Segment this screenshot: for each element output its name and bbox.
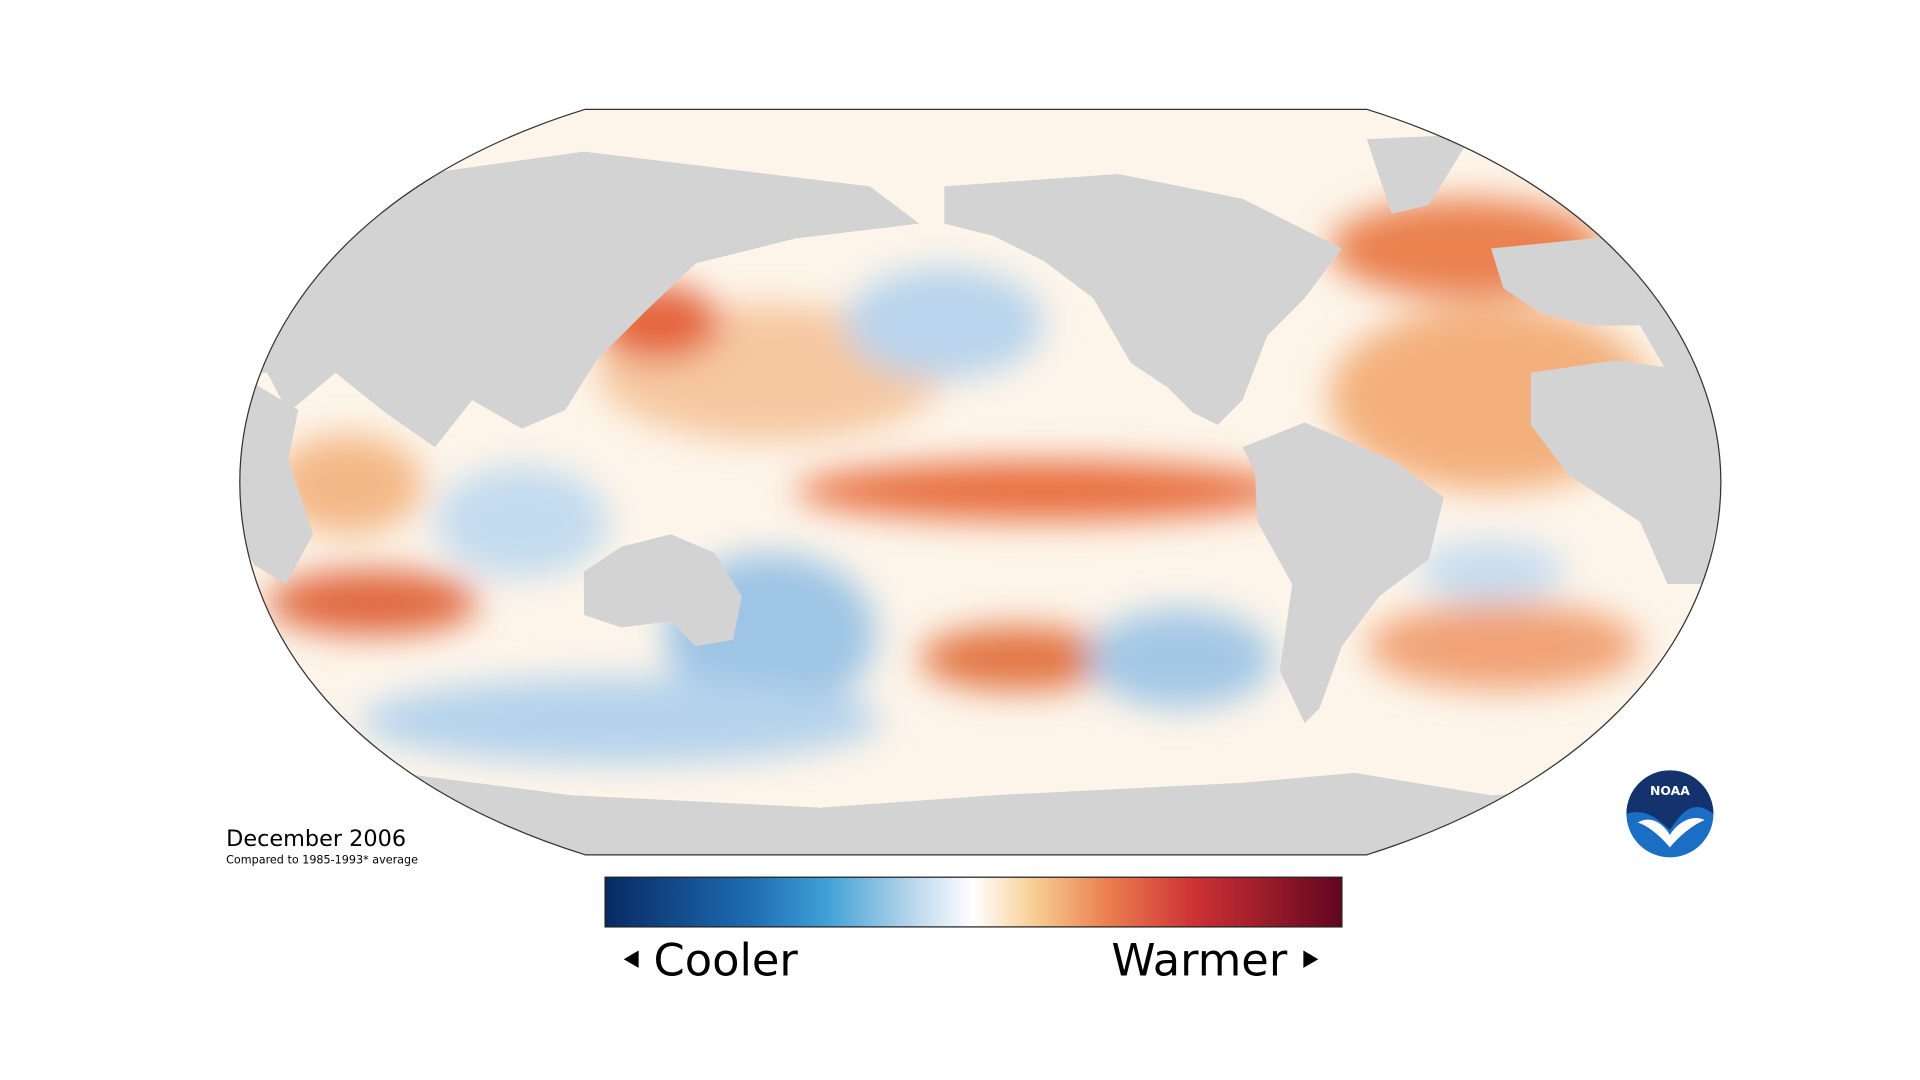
left-arrow bbox=[623, 950, 639, 968]
cooler-label: Cooler bbox=[654, 933, 799, 986]
land bbox=[239, 134, 1721, 855]
map-outline bbox=[239, 108, 1722, 856]
comparison-label: Compared to 1985-1993* average bbox=[226, 854, 418, 867]
right-arrow bbox=[1303, 950, 1319, 968]
color-scale bbox=[604, 876, 1343, 928]
noaa-logo: NOAA bbox=[1626, 770, 1714, 858]
anomalies bbox=[267, 198, 1653, 765]
map-body bbox=[239, 109, 1721, 855]
date-label: December 2006 bbox=[226, 826, 406, 852]
warmer-label: Warmer bbox=[1111, 933, 1287, 986]
logo-text: NOAA bbox=[1650, 783, 1690, 798]
